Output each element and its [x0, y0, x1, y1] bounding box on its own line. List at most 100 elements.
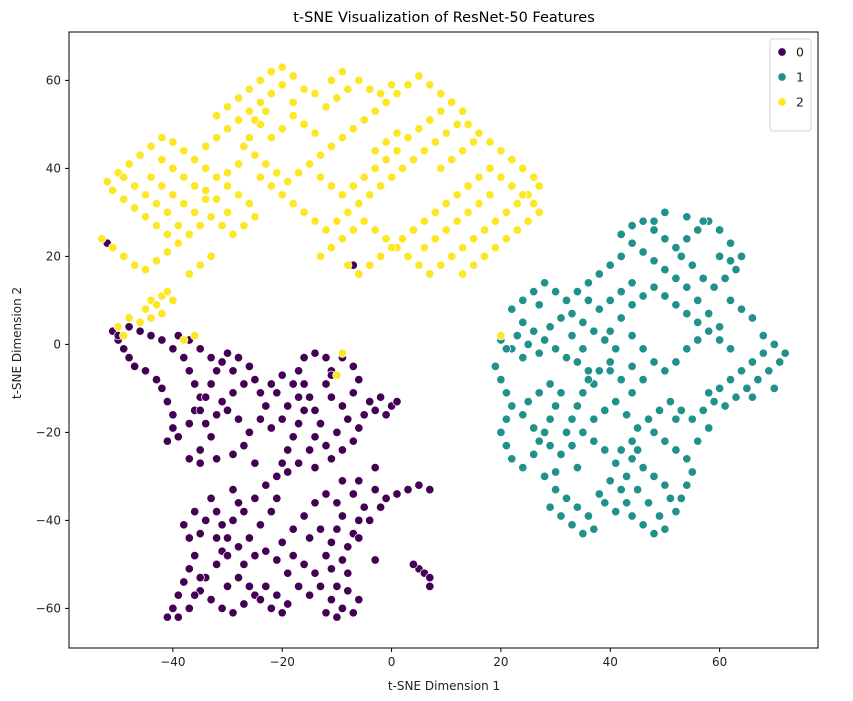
- point-series-2-64: [233, 93, 244, 103]
- point-series-2-206: [140, 304, 151, 314]
- y-axis-ticks: −60 −40 −20 0 20 40 60: [36, 73, 69, 615]
- point-series-0-56: [255, 414, 265, 424]
- point-series-1-30: [561, 353, 572, 363]
- point-series-0-45: [217, 397, 227, 407]
- point-series-1-112: [687, 414, 697, 424]
- point-series-2-50: [157, 155, 167, 165]
- point-series-2-139: [474, 128, 484, 138]
- point-series-0-154: [277, 537, 287, 547]
- point-series-2-173: [419, 216, 429, 226]
- point-series-1-21: [556, 449, 566, 459]
- point-series-1-115: [720, 401, 730, 411]
- point-series-2-205: [250, 115, 260, 125]
- point-series-0-192: [354, 533, 364, 543]
- point-series-0-6: [151, 375, 162, 385]
- point-series-2-213: [146, 313, 156, 323]
- point-series-1-107: [649, 427, 659, 437]
- point-series-1-15: [545, 379, 555, 389]
- point-series-0-185: [381, 493, 391, 503]
- point-series-0-80: [299, 353, 309, 363]
- point-series-2-45: [190, 207, 200, 217]
- y-tick-label: 40: [46, 161, 61, 175]
- point-series-0-177: [343, 542, 353, 552]
- point-series-1-143: [693, 295, 703, 305]
- point-series-2-25: [135, 150, 145, 160]
- point-series-1-105: [671, 445, 681, 455]
- point-series-0-32: [195, 405, 205, 415]
- point-series-0-138: [222, 581, 233, 591]
- point-series-0-13: [184, 419, 194, 429]
- point-series-0-176: [337, 555, 347, 565]
- point-series-2-71: [283, 177, 293, 187]
- point-series-1-80: [654, 511, 665, 521]
- point-series-2-224: [381, 137, 391, 147]
- point-series-1-139: [715, 335, 725, 345]
- point-series-1-31: [551, 344, 561, 354]
- point-series-2-107: [310, 128, 320, 138]
- point-series-1-127: [715, 383, 725, 393]
- point-series-1-140: [725, 344, 736, 354]
- point-series-1-173: [605, 295, 615, 305]
- point-series-1-176: [572, 287, 582, 297]
- point-series-2-140: [485, 137, 495, 147]
- point-series-1-178: [594, 269, 604, 279]
- point-series-1-174: [594, 304, 604, 314]
- point-series-2-102: [299, 207, 309, 217]
- point-series-1-138: [704, 326, 714, 336]
- point-series-1-10: [534, 436, 544, 446]
- point-series-0-186: [392, 489, 402, 499]
- point-series-2-163: [337, 234, 347, 244]
- point-series-1-12: [518, 410, 528, 420]
- point-series-2-133: [392, 146, 402, 156]
- point-series-1-75: [600, 498, 610, 508]
- point-series-0-31: [201, 392, 211, 402]
- point-series-0-100: [365, 397, 375, 407]
- x-tick-label: −40: [160, 655, 185, 669]
- point-series-1-162: [731, 265, 741, 275]
- point-series-1-86: [589, 436, 599, 446]
- point-series-2-120: [376, 89, 386, 99]
- point-series-0-164: [250, 551, 260, 561]
- point-series-1-188: [638, 375, 648, 385]
- point-series-2-29: [108, 185, 118, 195]
- point-series-0-166: [288, 524, 298, 534]
- point-series-0-43: [222, 405, 233, 415]
- point-series-2-106: [255, 172, 265, 182]
- point-series-2-76: [337, 133, 347, 143]
- point-series-2-93: [397, 163, 408, 173]
- point-series-2-19: [201, 163, 211, 173]
- point-series-2-118: [354, 75, 364, 85]
- point-series-0-57: [266, 423, 276, 433]
- point-series-1-84: [611, 458, 621, 468]
- point-series-1-57: [556, 313, 566, 323]
- point-series-0-41: [244, 427, 254, 437]
- point-series-1-17: [551, 401, 561, 411]
- point-series-0-141: [179, 577, 189, 587]
- point-series-2-210: [162, 287, 172, 297]
- point-series-2-179: [485, 163, 495, 173]
- point-series-0-131: [272, 590, 282, 600]
- point-series-2-48: [179, 172, 189, 182]
- point-series-0-122: [212, 559, 222, 569]
- y-tick-label: −60: [36, 601, 61, 615]
- point-series-1-41: [567, 309, 577, 319]
- series-1: [490, 207, 790, 539]
- point-series-0-72: [294, 458, 304, 468]
- point-series-2-124: [326, 75, 336, 85]
- point-series-0-79: [294, 366, 304, 376]
- point-series-2-147: [512, 199, 522, 209]
- point-series-0-150: [179, 520, 189, 530]
- point-series-2-100: [321, 225, 331, 235]
- point-series-2-165: [315, 251, 326, 261]
- point-series-2-151: [469, 234, 479, 244]
- point-series-1-25: [572, 401, 582, 411]
- point-series-0-201: [321, 608, 331, 618]
- point-series-2-185: [523, 216, 533, 226]
- point-series-1-189: [627, 388, 637, 398]
- point-series-2-164: [326, 243, 336, 253]
- point-series-1-67: [567, 520, 577, 530]
- point-series-1-177: [583, 278, 593, 288]
- point-series-1-73: [622, 498, 632, 508]
- point-series-0-65: [299, 405, 309, 415]
- point-series-1-9: [529, 449, 539, 459]
